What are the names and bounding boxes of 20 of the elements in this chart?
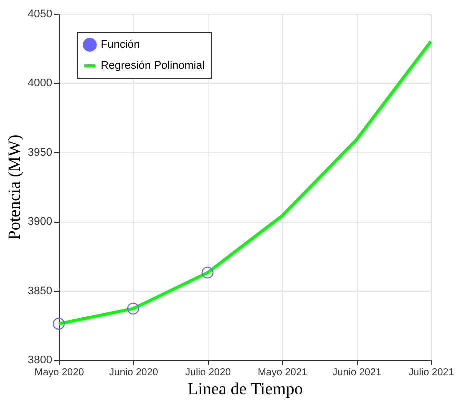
line-series xyxy=(58,40,432,326)
y-tick-label: 3950 xyxy=(28,146,52,159)
y-tick-label: 4000 xyxy=(28,78,52,90)
point xyxy=(202,266,214,279)
legend-label: Función xyxy=(101,39,140,51)
x-tick-label: Junio 2020 xyxy=(109,368,159,378)
x-tick-label: Mayo 2021 xyxy=(258,368,308,378)
point xyxy=(127,302,140,315)
y-tick-label: 3900 xyxy=(28,216,52,228)
x-axis-title: Linea de Tiempo xyxy=(188,380,304,398)
x-tick-label: Junio 2021 xyxy=(332,368,382,378)
x-tick-label: Julio 2021 xyxy=(408,368,455,378)
y-tick-label: 3800 xyxy=(28,354,52,366)
y-tick-label: 4050 xyxy=(28,8,52,20)
point xyxy=(53,318,65,330)
y-axis-title: Potencia (MW) xyxy=(5,134,24,240)
legend-label: Regresión Polinomial xyxy=(101,60,205,72)
x-tick-label: Mayo 2020 xyxy=(34,368,85,378)
x-tick-label: Julio 2020 xyxy=(186,368,232,378)
y-tick-label: 3850 xyxy=(28,285,52,298)
